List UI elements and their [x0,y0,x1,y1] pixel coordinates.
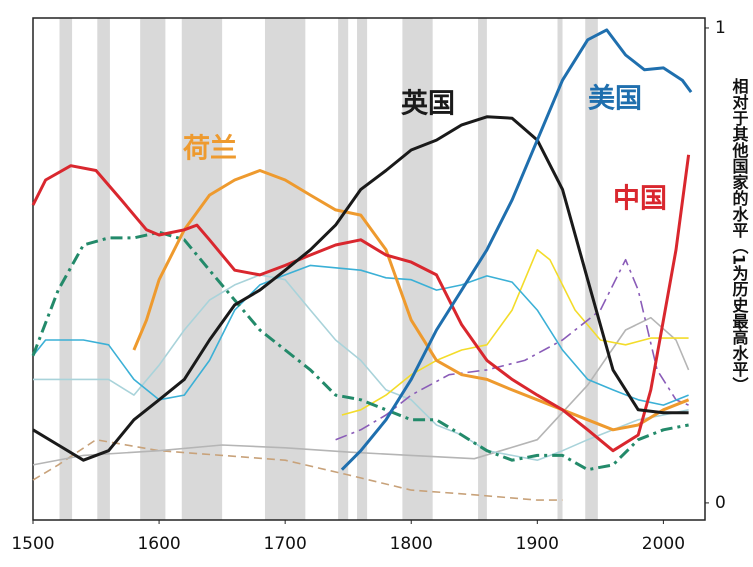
shaded-period [140,18,166,520]
y-tick-label: 0 [715,493,726,513]
x-tick-label: 1600 [137,534,180,554]
series-label: 荷兰 [183,134,237,165]
series-line [33,274,689,461]
shaded-period [59,18,73,520]
series-line [32,316,690,466]
x-tick-label: 1500 [11,534,54,554]
x-tick-label: 1800 [390,534,433,554]
shaded-period [557,18,563,520]
series-line [335,258,689,441]
x-tick-label: 1700 [264,534,307,554]
shaded-period [181,18,223,520]
series-line [341,249,689,416]
series-line [32,438,563,501]
x-tick-label: 1900 [516,534,559,554]
series-label: 美国 [588,83,642,115]
series-label: 英国 [401,89,455,120]
shaded-period [97,18,110,520]
y-tick-label: 1 [715,18,726,38]
y-axis-label: 相对于其他国家的水平（1为历史最高水平） [730,77,750,393]
plot-frame [32,17,706,521]
series-line [32,264,689,406]
series-label: 中国 [613,184,667,215]
series-line [31,154,691,453]
series-line [132,169,690,432]
series-line [340,28,693,471]
shaded-period [478,18,487,520]
series-line [32,115,689,462]
shaded-period [585,18,598,520]
shaded-period [357,18,368,520]
series-line [31,230,689,472]
x-tick-label: 2000 [642,534,685,554]
